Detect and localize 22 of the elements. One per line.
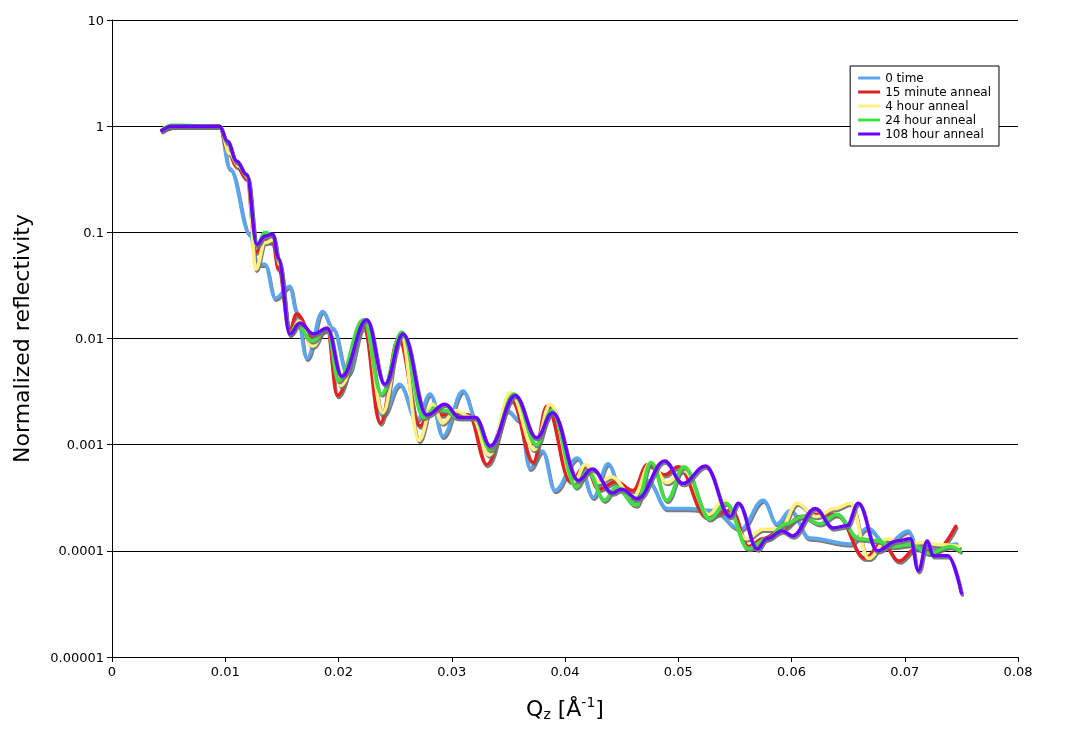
legend-label: 24 hour anneal — [885, 113, 977, 127]
legend-label: 15 minute anneal — [885, 85, 991, 99]
x-tick-label: 0.05 — [663, 664, 693, 679]
y-tick-label: 1 — [95, 118, 104, 134]
legend-label: 4 hour anneal — [885, 99, 969, 113]
x-tick-label: 0.02 — [324, 664, 353, 679]
x-tick-label: 0 — [107, 664, 117, 679]
legend-label: 0 time — [885, 71, 924, 85]
legend-label: 108 hour anneal — [885, 127, 984, 141]
y-tick-label: 0.00001 — [50, 649, 104, 665]
y-tick-label: 0.1 — [83, 224, 104, 240]
x-tick-label: 0.01 — [210, 664, 240, 679]
x-tick-label: 0.07 — [890, 664, 920, 679]
x-tick-label: 0.06 — [777, 664, 806, 679]
y-tick-label: 0.01 — [75, 331, 104, 346]
x-tick-label: 0.03 — [437, 664, 467, 679]
x-tick-label: 0.08 — [1003, 664, 1033, 679]
y-tick-label: 0.0001 — [58, 543, 104, 559]
x-tick-label: 0.04 — [550, 664, 580, 679]
y-tick-label: 10 — [87, 12, 104, 28]
y-axis-title: Normalized reflectivity — [8, 214, 34, 463]
y-tick-label: 0.001 — [66, 437, 104, 453]
